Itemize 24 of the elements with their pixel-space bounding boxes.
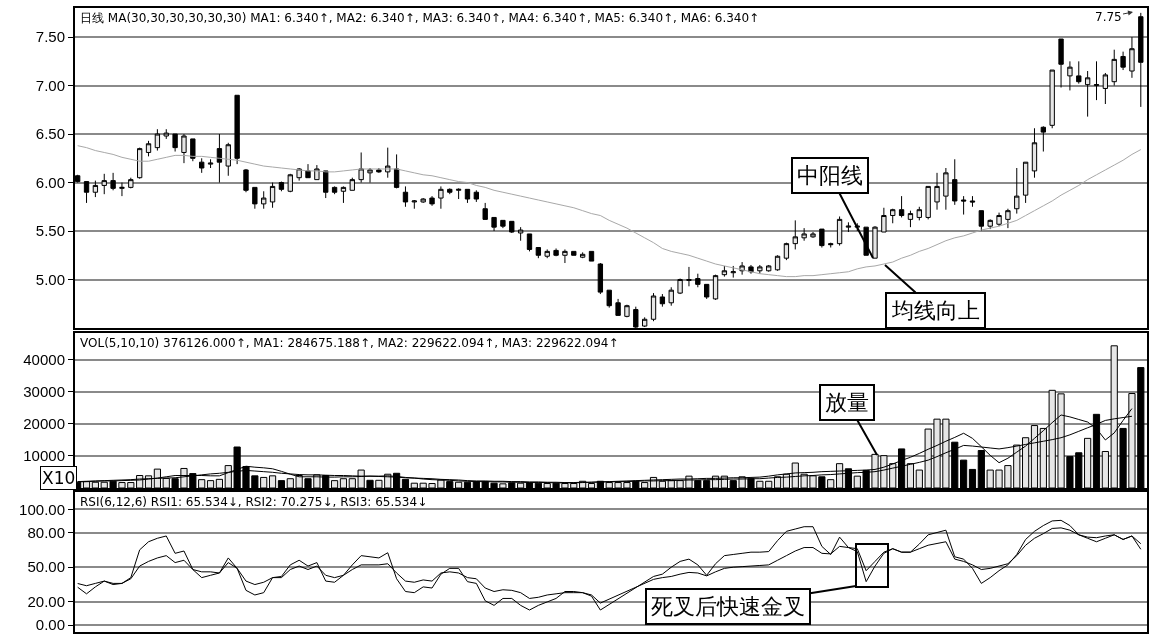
y-tick-label: 7.00	[35, 76, 65, 94]
annotation: 中阳线	[797, 163, 863, 188]
annotation: X10	[42, 468, 76, 488]
chart-title: RSI(6,12,6) RSI1: 65.534↓, RSI2: 70.275↓, RSI3: 65.534↓	[80, 495, 428, 509]
y-tick-label: 40000	[23, 351, 65, 369]
annotation: 7.75	[1095, 10, 1122, 24]
y-tick-label: 7.50	[35, 28, 65, 46]
y-tick-label: 20.00	[27, 593, 65, 611]
y-tick-label: 50.00	[27, 558, 65, 576]
y-tick-label: 80.00	[27, 523, 65, 541]
y-tick-label: 5.50	[35, 222, 65, 240]
annotation: 放量	[825, 390, 869, 415]
chart-title: VOL(5,10,10) 376126.000↑, MA1: 284675.188↑, MA2: 229622.094↑, MA3: 229622.094↑	[80, 336, 619, 350]
y-tick-label: 6.00	[35, 173, 65, 191]
y-tick-label: 5.00	[35, 270, 65, 288]
annotation: 死叉后快速金叉	[651, 594, 805, 619]
chart-title: 日线 MA(30,30,30,30,30,30) MA1: 6.340↑, MA2: 6.340↑, MA3: 6.340↑, MA4: 6.340↑, MA5: 6.340↑, MA6: 6.340↑	[80, 11, 760, 25]
y-tick-label: 10000	[23, 447, 65, 465]
annotation: 均线向上	[891, 298, 980, 323]
y-tick-label: 20000	[23, 415, 65, 433]
y-tick-label: 100.00	[19, 500, 65, 518]
y-tick-label: 0.00	[35, 616, 65, 634]
y-tick-label: 30000	[23, 383, 65, 401]
y-tick-label: 6.50	[35, 125, 65, 143]
